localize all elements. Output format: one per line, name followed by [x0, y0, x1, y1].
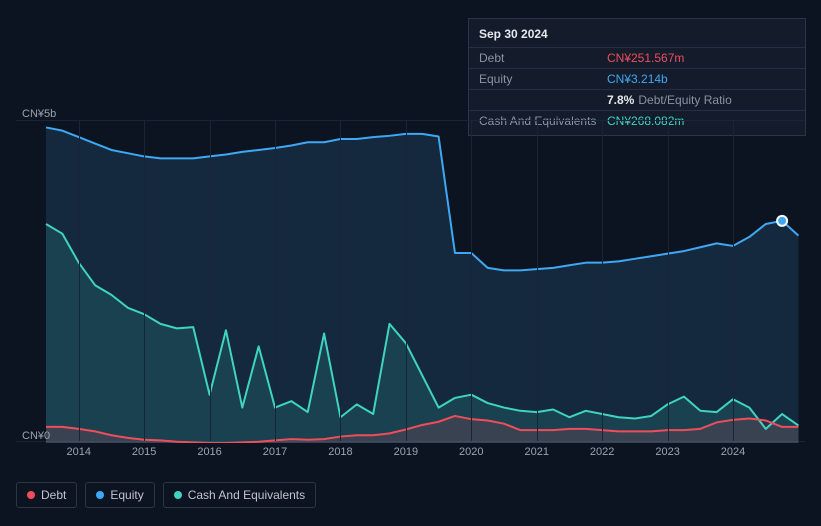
tooltip-box: Sep 30 2024 DebtCN¥251.567mEquityCN¥3.21… — [468, 18, 806, 136]
chart-svg — [16, 121, 805, 443]
chart-area: 2014 2015 2016 2017 2018 2019 2020 2021 2022 2023… — [16, 120, 805, 466]
tooltip-suffix: Debt/Equity Ratio — [638, 93, 731, 107]
tooltip-row: EquityCN¥3.214b — [469, 68, 805, 89]
tooltip-value: CN¥251.567m — [607, 51, 684, 65]
gridline-v — [275, 121, 276, 441]
legend-dot-icon — [96, 491, 104, 499]
x-tick-label: 2017 — [263, 446, 287, 458]
gridline-v — [471, 121, 472, 441]
gridline-v — [668, 121, 669, 441]
legend-item-debt[interactable]: Debt — [16, 482, 77, 508]
gridline-v — [144, 121, 145, 441]
tooltip-label: Equity — [479, 72, 607, 86]
x-tick-label: 2022 — [590, 446, 614, 458]
x-tick-label: 2016 — [197, 446, 221, 458]
x-tick-label: 2023 — [655, 446, 679, 458]
marker-dot — [777, 216, 787, 226]
tooltip-value: CN¥3.214b — [607, 72, 668, 86]
gridline-v — [210, 121, 211, 441]
x-tick-label: 2024 — [721, 446, 745, 458]
gridline-v — [340, 121, 341, 441]
tooltip-date: Sep 30 2024 — [469, 23, 805, 47]
legend-dot-icon — [174, 491, 182, 499]
legend-label: Cash And Equivalents — [188, 488, 305, 502]
x-tick-label: 2014 — [66, 446, 90, 458]
gridline-v — [602, 121, 603, 441]
plot-frame[interactable] — [16, 120, 805, 442]
legend: Debt Equity Cash And Equivalents — [16, 482, 316, 508]
tooltip-row: 7.8% Debt/Equity Ratio — [469, 89, 805, 110]
y-axis-label: CN¥0 — [22, 430, 50, 442]
x-tick-label: 2021 — [524, 446, 548, 458]
tooltip-label: Debt — [479, 51, 607, 65]
gridline-v — [733, 121, 734, 441]
x-tick-label: 2018 — [328, 446, 352, 458]
y-axis-label: CN¥5b — [22, 108, 56, 120]
gridline-v — [406, 121, 407, 441]
legend-item-cashandequivalents[interactable]: Cash And Equivalents — [163, 482, 316, 508]
x-axis: 2014 2015 2016 2017 2018 2019 2020 2021 2022 2023… — [16, 446, 805, 466]
x-tick-label: 2019 — [394, 446, 418, 458]
tooltip-percent: 7.8% — [607, 93, 634, 107]
gridline-v — [79, 121, 80, 441]
legend-dot-icon — [27, 491, 35, 499]
legend-label: Equity — [110, 488, 143, 502]
legend-label: Debt — [41, 488, 66, 502]
legend-item-equity[interactable]: Equity — [85, 482, 154, 508]
x-tick-label: 2020 — [459, 446, 483, 458]
gridline-v — [537, 121, 538, 441]
x-tick-label: 2015 — [132, 446, 156, 458]
tooltip-row: DebtCN¥251.567m — [469, 47, 805, 68]
